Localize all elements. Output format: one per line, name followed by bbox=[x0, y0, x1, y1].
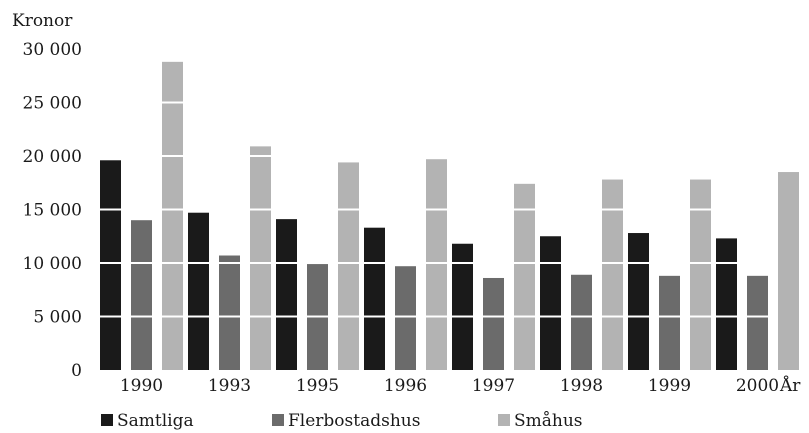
x-tick-label: 2000 bbox=[736, 376, 779, 396]
bar-samtliga-1999 bbox=[628, 233, 649, 370]
legend: Samtliga Flerbostadshus Småhus bbox=[101, 411, 583, 431]
bar-flerbostadshus-1999 bbox=[659, 275, 680, 370]
bar-samtliga-1996 bbox=[364, 227, 385, 370]
bar-flerbostadshus-1990 bbox=[131, 220, 152, 370]
y-axis-title: Kronor bbox=[12, 11, 73, 31]
bar-samtliga-1997 bbox=[452, 243, 473, 370]
x-tick-label: 1999 bbox=[648, 376, 691, 396]
y-tick-label: 5 000 bbox=[33, 308, 82, 328]
bar-småhus-1997 bbox=[514, 183, 535, 370]
x-axis-title: År bbox=[779, 375, 801, 396]
bar-samtliga-1995 bbox=[276, 219, 297, 370]
bar-småhus-1999 bbox=[690, 179, 711, 370]
legend-swatch bbox=[101, 414, 113, 426]
legend-label: Samtliga bbox=[117, 411, 194, 431]
legend-label: Småhus bbox=[514, 411, 583, 431]
y-tick-label: 25 000 bbox=[23, 94, 82, 114]
bar-småhus-2000 bbox=[778, 172, 799, 370]
y-tick-label: 30 000 bbox=[23, 40, 82, 60]
bar-flerbostadshus-1997 bbox=[483, 277, 504, 370]
bar-småhus-1993 bbox=[250, 146, 271, 370]
x-tick-label: 1993 bbox=[208, 376, 251, 396]
x-tick-label: 1995 bbox=[296, 376, 339, 396]
bar-småhus-1990 bbox=[162, 61, 183, 371]
bar-flerbostadshus-1996 bbox=[395, 266, 416, 370]
y-tick-label: 15 000 bbox=[23, 201, 82, 221]
bar-samtliga-2000 bbox=[716, 238, 737, 370]
bar-småhus-1998 bbox=[602, 179, 623, 370]
legend-swatch bbox=[498, 414, 510, 426]
bar-småhus-1995 bbox=[338, 162, 359, 370]
bar-flerbostadshus-1998 bbox=[571, 274, 592, 370]
bar-samtliga-1993 bbox=[188, 212, 209, 370]
y-tick-label: 0 bbox=[71, 361, 82, 381]
x-tick-label: 1990 bbox=[120, 376, 163, 396]
y-tick-label: 20 000 bbox=[23, 147, 82, 167]
legend-label: Flerbostadshus bbox=[288, 411, 420, 431]
x-axis-ticks: 1990 1993 1995 1996 1997 1998 1999 2000 bbox=[120, 376, 779, 396]
bar-småhus-1996 bbox=[426, 159, 447, 370]
bar-samtliga-1990 bbox=[100, 160, 121, 370]
x-tick-label: 1997 bbox=[472, 376, 515, 396]
x-tick-label: 1998 bbox=[560, 376, 603, 396]
y-axis-ticks: 0 5 000 10 000 15 000 20 000 25 000 30 000 bbox=[23, 40, 82, 381]
y-tick-label: 10 000 bbox=[23, 254, 82, 274]
bar-flerbostadshus-2000 bbox=[747, 275, 768, 370]
x-tick-label: 1996 bbox=[384, 376, 427, 396]
bars bbox=[100, 61, 799, 371]
gridlines bbox=[96, 48, 772, 318]
bar-samtliga-1998 bbox=[540, 236, 561, 370]
bar-flerbostadshus-1993 bbox=[219, 255, 240, 370]
legend-swatch bbox=[272, 414, 284, 426]
